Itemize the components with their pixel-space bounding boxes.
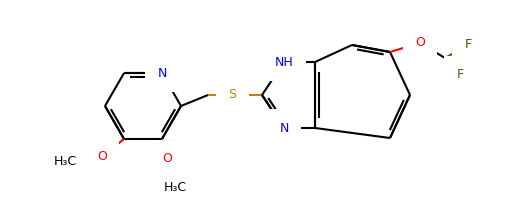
- Text: NH: NH: [274, 56, 293, 69]
- Text: N: N: [280, 121, 289, 134]
- Text: H₃C: H₃C: [163, 181, 186, 194]
- Text: O: O: [97, 150, 107, 163]
- Text: S: S: [228, 88, 236, 102]
- Text: F: F: [456, 69, 463, 82]
- Text: H₃C: H₃C: [54, 155, 77, 168]
- Text: O: O: [415, 36, 425, 49]
- Text: O: O: [162, 153, 172, 166]
- Text: F: F: [464, 39, 472, 52]
- Text: N: N: [157, 67, 167, 80]
